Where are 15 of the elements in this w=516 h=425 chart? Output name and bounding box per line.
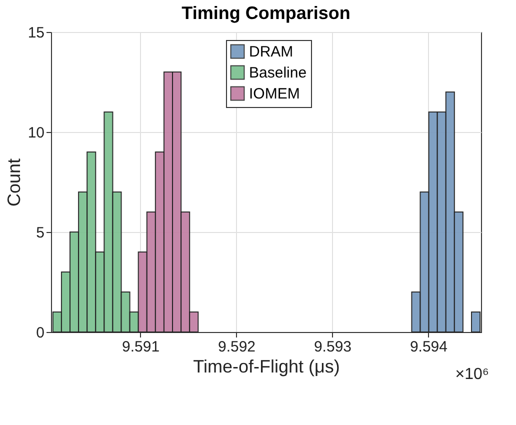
y-tick-label: 10 xyxy=(28,124,44,142)
y-tick-label: 15 xyxy=(28,24,44,42)
legend-label: Baseline xyxy=(249,64,307,82)
text: ×10⁶ xyxy=(455,366,489,383)
legend-label: DRAM xyxy=(249,44,294,60)
legend-label: IOMEM xyxy=(249,86,300,102)
x-tick-label: 9.594 xyxy=(410,338,448,356)
y-tick-label: 0 xyxy=(36,324,44,342)
x-tick-label: 9.592 xyxy=(218,338,256,356)
y-tick-label: 5 xyxy=(36,224,44,242)
x-axis-title: Time-of-Flight (μs) xyxy=(193,356,340,376)
chart-title: Timing Comparison xyxy=(182,3,350,23)
x-tick-label: 9.591 xyxy=(122,338,160,356)
y-axis-title: Count xyxy=(4,158,24,207)
x-tick-label: 9.593 xyxy=(314,338,352,356)
